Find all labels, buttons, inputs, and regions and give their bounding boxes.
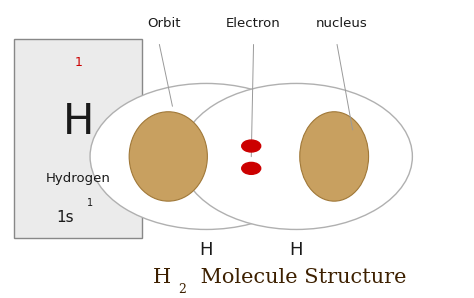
Text: H: H — [200, 241, 213, 259]
Bar — [14, 39, 142, 238]
Text: Hydrogen: Hydrogen — [46, 172, 110, 185]
Text: nucleus: nucleus — [315, 17, 367, 30]
Circle shape — [242, 162, 261, 174]
Ellipse shape — [300, 112, 369, 201]
Text: H: H — [63, 101, 94, 143]
Text: 2: 2 — [178, 283, 186, 296]
Text: 1s: 1s — [56, 210, 73, 225]
Text: 1: 1 — [74, 56, 82, 69]
Text: H: H — [153, 268, 171, 287]
Text: 1: 1 — [87, 198, 93, 208]
Text: Orbit: Orbit — [147, 17, 180, 30]
Text: H: H — [290, 241, 303, 259]
Circle shape — [242, 140, 261, 152]
Text: Molecule Structure: Molecule Structure — [194, 268, 407, 287]
Text: Electron: Electron — [226, 17, 281, 30]
Ellipse shape — [129, 112, 207, 201]
Circle shape — [90, 83, 322, 229]
Circle shape — [180, 83, 412, 229]
